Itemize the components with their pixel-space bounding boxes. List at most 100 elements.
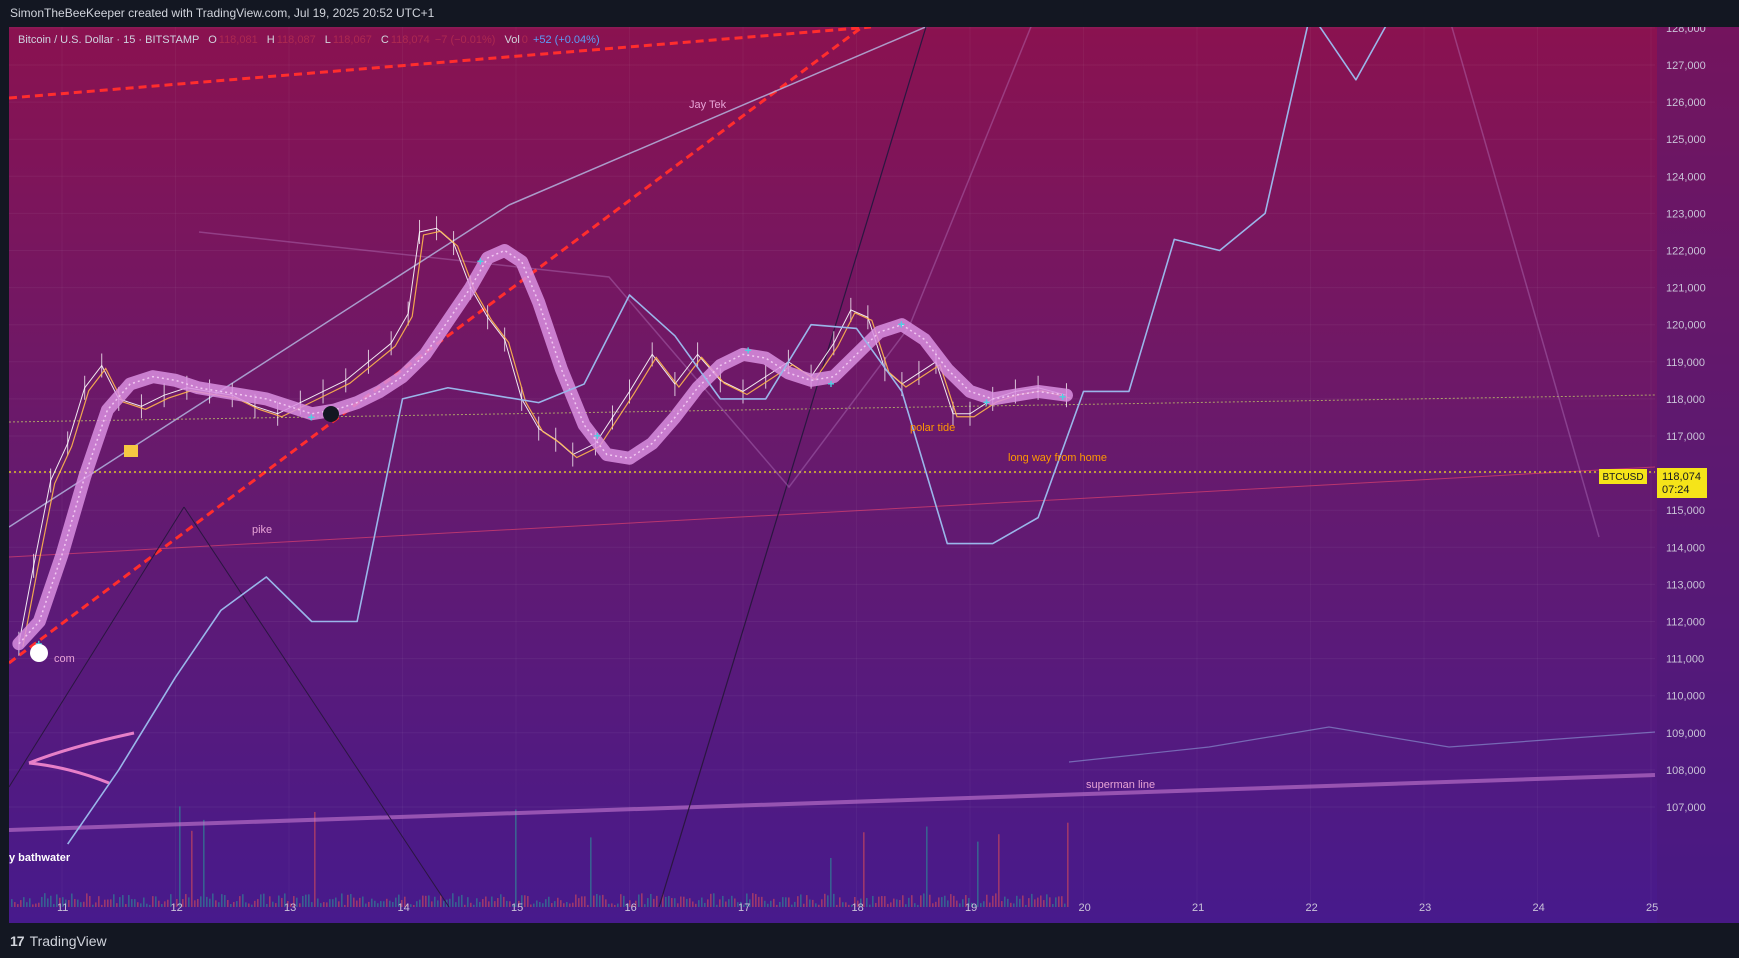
chart-area[interactable]: + + + + + + + + + Jay Tek pike com polar tide lo… [8, 0, 1739, 923]
volume-bar [140, 903, 142, 907]
volume-bar [938, 897, 940, 907]
volume-bar [182, 899, 184, 907]
price-tag-value: 118,074 [1662, 471, 1701, 483]
volume-bar [875, 902, 877, 907]
volume-bar [200, 896, 202, 907]
volume-bar [983, 901, 985, 907]
volume-bar [533, 903, 535, 907]
volume-bar [779, 902, 781, 907]
volume-bar [59, 897, 61, 907]
x-tick-label: 14 [398, 902, 410, 914]
volume-bar [677, 903, 679, 907]
volume-bar [275, 903, 277, 907]
price-chart[interactable]: + + + + + + + + + Jay Tek pike com polar tide lo… [8, 0, 1739, 923]
volume-bar [62, 897, 64, 907]
volume-bar [1022, 895, 1024, 907]
volume-bar [347, 894, 349, 907]
volume-bar [770, 900, 772, 907]
volume-bar [359, 897, 361, 907]
volume-bar [923, 893, 925, 907]
cross-marker-icon: + [308, 410, 315, 424]
volume-bar [293, 896, 295, 907]
volume-bar [74, 899, 76, 907]
volume-bar [536, 900, 538, 907]
y-tick-label: 111,000 [1666, 654, 1704, 666]
volume-bar [602, 894, 604, 907]
volume-bar [482, 899, 484, 907]
volume-bar [1016, 895, 1018, 907]
volume-bar [563, 903, 565, 907]
y-tick-label: 125,000 [1666, 134, 1706, 146]
volume-bar [1004, 896, 1006, 907]
y-tick-label: 128,000 [1666, 27, 1706, 35]
volume-bar [467, 897, 469, 907]
y-tick-label: 127,000 [1666, 60, 1706, 72]
volume-bar [962, 899, 964, 907]
volume-bar [884, 896, 886, 907]
volume-bar [686, 898, 688, 907]
volume-bar [623, 895, 625, 907]
volume-bar [23, 897, 25, 907]
volume-bar [800, 894, 802, 907]
volume-bar [944, 895, 946, 907]
volume-bar [992, 895, 994, 907]
volume-bar [473, 904, 475, 907]
volume-bar [152, 896, 154, 907]
volume-bar [173, 903, 175, 907]
trendline-red-lower[interactable] [8, 5, 890, 665]
soccer-ball-icon[interactable] [30, 644, 48, 662]
volume-bar [518, 900, 520, 907]
volume-bar [434, 896, 436, 907]
volume-bar [932, 903, 934, 907]
volume-bar [218, 902, 220, 907]
volume-bar [617, 903, 619, 907]
volume-bar [644, 904, 646, 907]
y-tick-label: 119,000 [1666, 357, 1705, 369]
house-icon[interactable] [124, 445, 138, 457]
volume-bar [155, 896, 157, 907]
legend-symbol[interactable]: Bitcoin / U.S. Dollar · 15 · BITSTAMP [18, 34, 200, 46]
volume-bar [110, 899, 112, 907]
projection-line[interactable] [67, 0, 1538, 845]
fast-ma-line[interactable] [22, 230, 1071, 647]
volume-bar [1046, 894, 1048, 907]
volume-bar [761, 896, 763, 907]
volume-bar [758, 896, 760, 907]
volume-bar [416, 901, 418, 907]
volume-bar [452, 893, 454, 907]
last-price-tag[interactable]: BTCUSD 118,074 07:24 [1599, 468, 1707, 498]
annotation-superman-line: superman line [1086, 779, 1155, 791]
superman-line[interactable] [8, 773, 1656, 832]
volume-bar [224, 895, 226, 907]
volume-bar [437, 900, 439, 907]
volume-bar [134, 899, 136, 907]
trendline-red-upper[interactable] [8, 25, 872, 100]
chart-credit-bar: SimonTheBeeKeeper created with TradingVi… [0, 0, 1739, 27]
arrow-icon[interactable] [28, 731, 135, 785]
volume-bar [323, 902, 325, 907]
volume-bar [1031, 893, 1033, 907]
legend-change: −7 (−0.01%) [434, 34, 496, 46]
volume-bar [572, 902, 574, 907]
volume-bar [740, 901, 742, 907]
volume-bar [362, 896, 364, 907]
volume-bar [653, 898, 655, 907]
volume-bar [179, 806, 181, 907]
volume-bar [974, 904, 976, 907]
volume-bar [20, 900, 22, 907]
channel-line-upper[interactable] [508, 16, 950, 206]
volume-bar [296, 897, 298, 907]
eight-ball-icon[interactable] [323, 406, 339, 422]
volume-bar [743, 904, 745, 907]
ghost-drop-line [1448, 16, 1600, 538]
volume-bar [320, 903, 322, 907]
volume-bar [641, 893, 643, 907]
annotation-long-way-from-home: long way from home [1008, 452, 1107, 464]
volume-bar [860, 898, 862, 907]
cross-marker-icon: + [1059, 390, 1066, 404]
volume-bar [869, 904, 871, 907]
tradingview-logo[interactable]: 17 TradingView [10, 933, 107, 949]
thin-red-trend[interactable] [8, 466, 1656, 558]
volume-bar [146, 903, 148, 907]
lower-envelope [1068, 726, 1656, 763]
